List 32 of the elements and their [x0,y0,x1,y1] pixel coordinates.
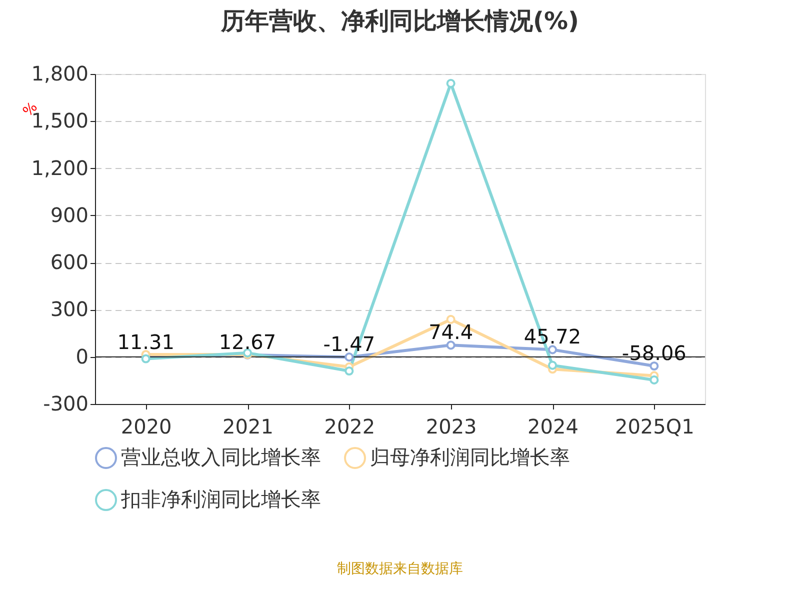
chart-title: 历年营收、净利同比增长情况(%) [220,7,579,35]
y-tick-label: 300 [50,297,88,322]
point [446,340,456,350]
y-tick-label: 1,200 [31,156,88,180]
y-tick-label: 900 [50,202,88,227]
x-tick-label: 2022 [324,414,376,438]
point [446,314,456,324]
y-tick-label: 1,800 [31,62,88,86]
x-tick-label: 2025Q1 [614,414,694,438]
point [344,352,354,362]
x-tick-label: 2023 [426,414,477,438]
x-tick-label: 2020 [120,414,172,438]
data-label: 74.4 [428,320,474,344]
point [548,360,558,370]
x-tick-label: 2021 [222,414,274,438]
y-tick-label: 600 [50,250,88,274]
y-tick-label: 0 [76,344,88,368]
point [141,354,150,364]
y-tick-label: -300 [43,392,88,416]
legend-label: 归母净利润同比增长率 [370,445,570,469]
data-label: 11.31 [117,330,174,354]
legend-label: 营业总收入同比增长率 [121,445,321,469]
text: 制图数据来自数据库 [337,561,463,577]
data-label: -1.47 [323,332,376,356]
data-label: 12.67 [218,330,276,354]
point [650,375,659,384]
point [344,366,354,376]
point [548,345,558,354]
point [446,78,456,88]
legend-label: 扣非净利润同比增长率 [120,487,321,511]
x-tick-label: 2024 [528,414,578,438]
data-label: 45.72 [524,324,582,349]
